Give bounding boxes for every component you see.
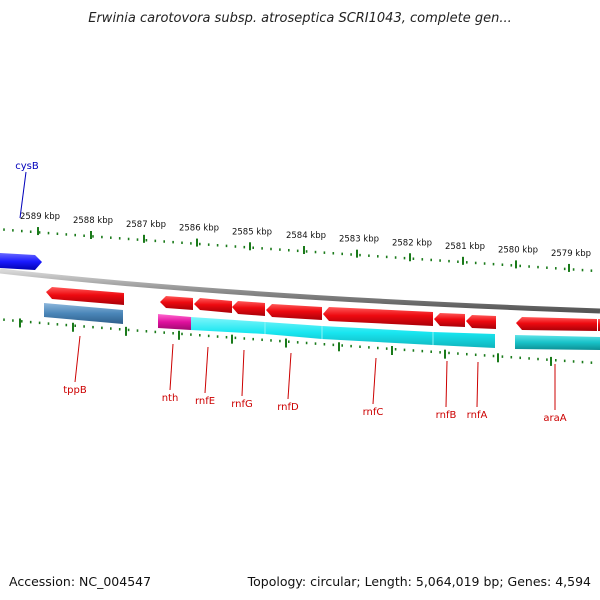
gene-tppB-reverse[interactable] (44, 303, 123, 324)
scale-label: 2583 kbp (339, 235, 379, 245)
scale-label: 2582 kbp (392, 238, 432, 248)
gene-rnfA-forward[interactable] (466, 315, 496, 329)
genome-summary-text: Topology: circular; Length: 5,064,019 bp… (247, 574, 591, 589)
genome-backbone (0, 268, 600, 314)
label-leader-line (287, 352, 292, 400)
map-title: Erwinia carotovora subsp. atroseptica SC… (88, 11, 512, 26)
gene-rnfD-forward[interactable] (266, 304, 322, 320)
scale-label: 2581 kbp (445, 242, 485, 252)
scale-label: 2588 kbp (73, 216, 113, 226)
label-leader-line (169, 343, 174, 391)
gene-tppB-forward[interactable] (46, 287, 124, 305)
gene-nth-forward[interactable] (160, 296, 193, 310)
gene-label-rnfE[interactable]: rnfE (195, 396, 215, 407)
scale-label: 2586 kbp (179, 224, 219, 234)
gene-rnfB-forward[interactable] (434, 313, 465, 327)
label-leader-line (19, 171, 27, 219)
label-leader-line (241, 349, 245, 397)
gene-araA-reverse[interactable] (515, 335, 600, 350)
scale-label: 2587 kbp (126, 220, 166, 230)
scale-label: 2579 kbp (551, 249, 591, 259)
scale-label: 2584 kbp (286, 231, 326, 241)
scale-label: 2585 kbp (232, 227, 272, 237)
scale-label: 2589 kbp (20, 212, 60, 222)
gene-label-rnfG[interactable]: rnfG (231, 399, 253, 410)
gene-label-rnfB[interactable]: rnfB (436, 410, 457, 421)
gene-label-tppB[interactable]: tppB (63, 385, 87, 396)
scale-labels: 2589 kbp 2588 kbp 2587 kbp 2586 kbp 2585 kbp… (20, 212, 591, 259)
label-leader-line (372, 357, 377, 405)
gene-nth-reverse[interactable] (158, 314, 191, 330)
scale-ticks-upper (3, 227, 593, 272)
label-leader-line (204, 346, 209, 394)
gene-rnfE-forward[interactable] (194, 298, 232, 313)
gene-label-cysB[interactable]: cysB (15, 161, 39, 172)
gene-label-rnfD[interactable]: rnfD (277, 402, 299, 413)
label-leaders (19, 171, 556, 410)
gene-rnf-reverse[interactable] (191, 317, 495, 348)
gene-boundary-lines (264, 322, 434, 345)
label-leader-line (74, 335, 81, 383)
gene-label-rnfA[interactable]: rnfA (467, 410, 488, 421)
gene-rnfG-forward[interactable] (232, 301, 265, 316)
scale-label: 2580 kbp (498, 245, 538, 255)
gene-araA-forward[interactable] (516, 317, 597, 331)
gene-label-nth[interactable]: nth (162, 393, 179, 404)
accession-text: Accession: NC_004547 (9, 574, 152, 589)
scale-ticks-lower (3, 318, 593, 366)
gene-rnfC-forward[interactable] (323, 307, 433, 326)
gene-cysB-arrow[interactable] (0, 253, 42, 270)
label-leader-line (445, 360, 448, 408)
label-leader-line (476, 361, 479, 408)
gene-label-rnfC[interactable]: rnfC (363, 407, 384, 418)
gene-label-araA[interactable]: araA (543, 413, 566, 424)
